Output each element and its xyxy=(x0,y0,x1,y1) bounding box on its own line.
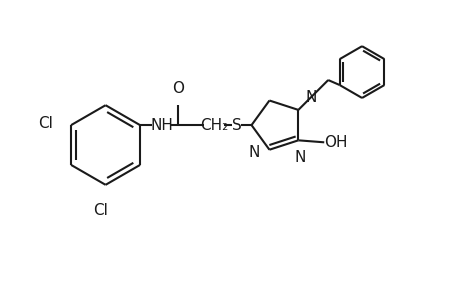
Text: N: N xyxy=(247,145,259,160)
Text: CH₂: CH₂ xyxy=(200,118,228,133)
Text: Cl: Cl xyxy=(38,116,53,130)
Text: Cl: Cl xyxy=(93,203,108,218)
Text: N: N xyxy=(305,90,316,105)
Text: S: S xyxy=(231,118,241,133)
Text: N: N xyxy=(294,150,305,165)
Text: NH: NH xyxy=(150,118,173,133)
Text: OH: OH xyxy=(324,135,347,150)
Text: O: O xyxy=(172,81,184,96)
